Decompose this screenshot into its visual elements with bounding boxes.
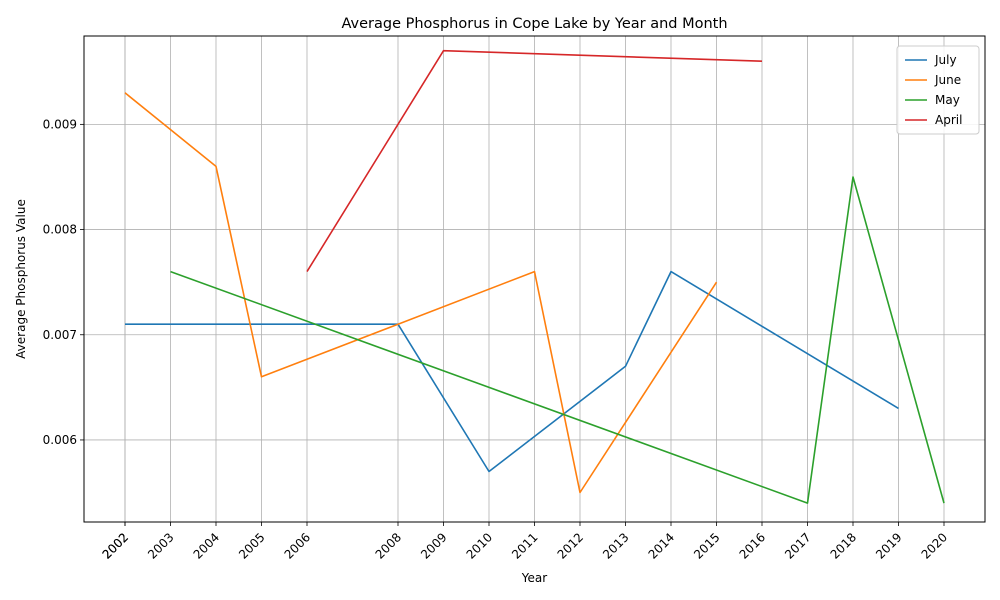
y-tick-label: 0.007 xyxy=(43,328,77,342)
series-line-may xyxy=(170,176,945,504)
legend-label: April xyxy=(935,113,962,127)
y-tick-label: 0.006 xyxy=(43,433,77,447)
legend-label: June xyxy=(934,73,961,87)
chart-title: Average Phosphorus in Cope Lake by Year … xyxy=(341,16,727,32)
series-line-april xyxy=(306,49,763,273)
y-axis-ticks: 0.006 0.007 0.008 0.009 xyxy=(43,117,84,447)
legend-label: May xyxy=(935,93,960,107)
legend-label: July xyxy=(934,53,957,67)
legend-box xyxy=(896,45,980,135)
series-line-june xyxy=(124,92,718,494)
grid xyxy=(84,36,985,522)
legend: July June May April xyxy=(896,45,980,135)
x-axis-label: Year xyxy=(521,571,547,585)
y-axis-label: Average Phosphorus Value xyxy=(14,199,28,359)
y-tick-label: 0.009 xyxy=(43,117,77,131)
y-tick-label: 0.008 xyxy=(43,223,77,237)
series-lines xyxy=(124,49,945,504)
